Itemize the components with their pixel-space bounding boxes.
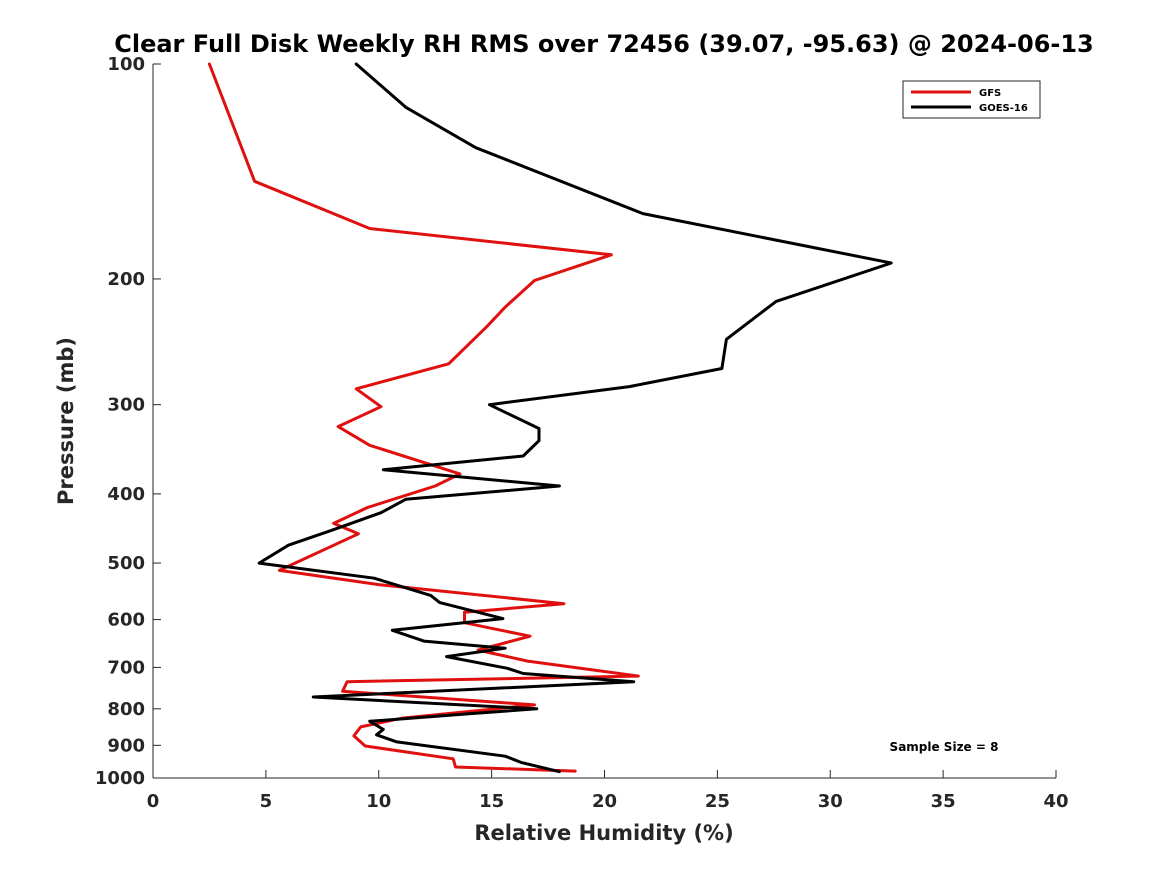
y-tick-label: 500	[107, 553, 145, 574]
x-tick-label: 25	[705, 791, 730, 812]
tick-labels: 0 5 10 15 20 25 30 35 40 100 200 300 400 500 600 700 800…	[95, 54, 1069, 812]
y-tick-label: 1000	[95, 768, 145, 789]
y-tick-label: 900	[107, 735, 145, 756]
x-tick-label: 5	[260, 791, 273, 812]
x-tick-label: 35	[931, 791, 956, 812]
x-tick-label: 0	[147, 791, 160, 812]
series-group	[207, 62, 893, 774]
legend-box	[902, 80, 1041, 119]
x-tick-label: 20	[592, 791, 617, 812]
series-line-goes-16	[257, 62, 893, 774]
chart-title: Clear Full Disk Weekly RH RMS over 72456…	[114, 30, 1094, 58]
y-tick-label: 800	[107, 699, 145, 720]
legend-label: GOES-16	[979, 103, 1028, 114]
y-tick-label: 400	[107, 484, 145, 505]
axes-group	[152, 63, 1057, 779]
y-axis-label: Pressure (mb)	[54, 337, 78, 505]
y-tick-label: 700	[107, 657, 145, 678]
x-tick-label: 30	[818, 791, 843, 812]
x-tick-label: 15	[479, 791, 504, 812]
y-tick-label: 300	[107, 395, 145, 416]
series-line-gfs	[207, 62, 640, 773]
y-tick-label: 100	[107, 54, 145, 75]
y-tick-label: 200	[107, 269, 145, 290]
x-tick-label: 40	[1043, 791, 1068, 812]
x-tick-label: 10	[366, 791, 391, 812]
sample-size-annotation: Sample Size = 8	[890, 740, 999, 754]
y-tick-label: 600	[107, 610, 145, 631]
legend: GFS GOES-16	[902, 80, 1041, 119]
x-axis-label: Relative Humidity (%)	[474, 821, 733, 845]
legend-label: GFS	[979, 88, 1001, 99]
